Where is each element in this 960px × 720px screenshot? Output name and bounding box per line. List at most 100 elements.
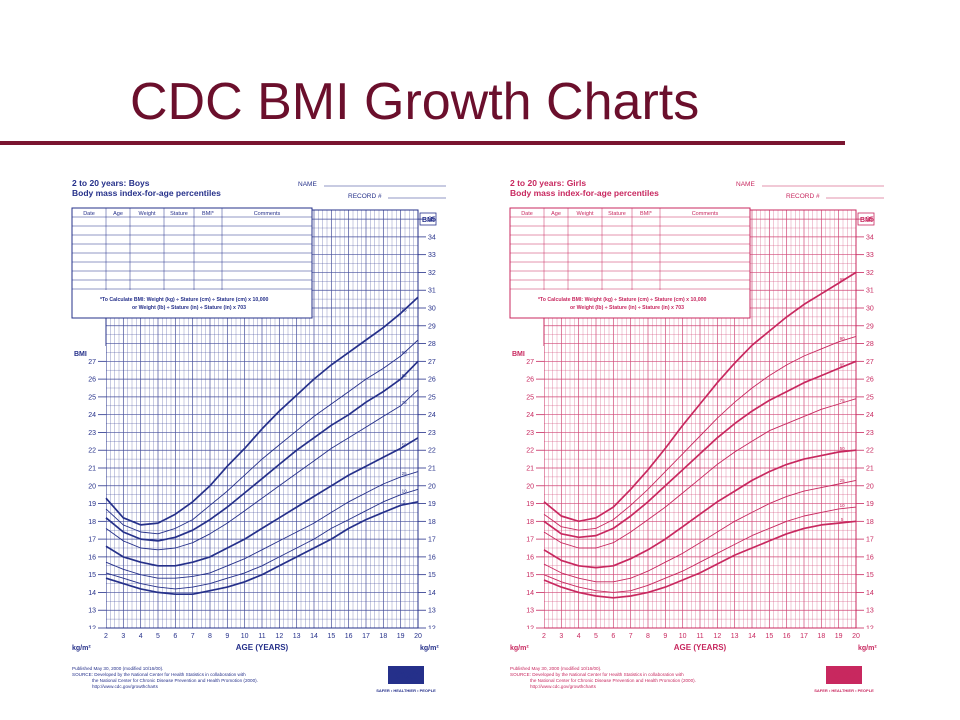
y-tick-left: 20 bbox=[88, 483, 96, 490]
y-tick-right: 13 bbox=[866, 608, 874, 615]
y-tick-left: 22 bbox=[88, 448, 96, 455]
x-tick: 10 bbox=[241, 633, 249, 640]
y-tick-right: 22 bbox=[866, 448, 874, 455]
unit-label-left: kg/m² bbox=[510, 645, 529, 652]
x-tick: 17 bbox=[362, 633, 370, 640]
x-tick: 16 bbox=[783, 633, 791, 640]
y-tick-left: 17 bbox=[526, 537, 534, 544]
x-tick: 7 bbox=[191, 633, 195, 640]
percentile-curve bbox=[105, 500, 419, 596]
x-tick: 7 bbox=[629, 633, 633, 640]
x-tick: 2 bbox=[542, 633, 546, 640]
y-tick-left: 18 bbox=[88, 519, 96, 526]
cdc-logo-box bbox=[826, 666, 862, 684]
y-tick-right: 23 bbox=[428, 430, 436, 437]
y-tick-left: 17 bbox=[88, 537, 96, 544]
y-tick-right: 16 bbox=[866, 554, 874, 561]
percentile-curve bbox=[105, 296, 419, 526]
percentile-curve bbox=[543, 335, 857, 531]
percentile-label: 85 bbox=[402, 373, 408, 378]
percentile-curve bbox=[105, 488, 419, 590]
y-tick-right: 30 bbox=[428, 306, 436, 313]
table-header: Comments bbox=[692, 211, 719, 217]
chart-subtitle: Body mass index-for-age percentiles bbox=[510, 188, 659, 198]
percentile-curve bbox=[105, 339, 419, 535]
y-tick-right: 15 bbox=[866, 572, 874, 579]
x-tick: 10 bbox=[679, 633, 687, 640]
y-tick-right: 15 bbox=[428, 572, 436, 579]
percentile-curves: 95 90 85 75 50 25 10 5 bbox=[543, 271, 857, 599]
percentile-curve bbox=[543, 506, 857, 593]
y-tick-right: 26 bbox=[866, 377, 874, 384]
record-table bbox=[509, 207, 751, 319]
y-tick-left: 13 bbox=[526, 608, 534, 615]
x-tick: 4 bbox=[577, 633, 581, 640]
footer-source: SOURCE: Developed by the National Center… bbox=[72, 672, 246, 677]
bmi-formula-alt: or Weight (lb) ÷ Stature (in) ÷ Stature … bbox=[570, 305, 684, 311]
cdc-logo: CDC SAFER • HEALTHIER • PEOPLE bbox=[814, 666, 874, 693]
x-tick: 13 bbox=[731, 633, 739, 640]
x-tick: 9 bbox=[663, 633, 667, 640]
y-tick-left: 25 bbox=[88, 394, 96, 401]
x-tick: 3 bbox=[559, 633, 563, 640]
percentile-label: 50 bbox=[840, 446, 846, 451]
y-tick-left: 18 bbox=[526, 519, 534, 526]
y-tick-right: 33 bbox=[428, 252, 436, 259]
y-tick-right: 35 bbox=[866, 217, 874, 224]
y-tick-right: 25 bbox=[428, 394, 436, 401]
unit-label-left: kg/m² bbox=[72, 645, 91, 652]
boys-bmi-chart: 2 to 20 years: Boys Body mass index-for-a… bbox=[62, 168, 462, 700]
y-tick-right: 30 bbox=[866, 306, 874, 313]
y-tick-right: 34 bbox=[428, 234, 436, 241]
x-tick: 6 bbox=[173, 633, 177, 640]
unit-label-right: kg/m² bbox=[858, 645, 877, 652]
x-tick: 13 bbox=[293, 633, 301, 640]
y-tick-left: 22 bbox=[526, 448, 534, 455]
y-tick-left: 19 bbox=[526, 501, 534, 508]
y-tick-right: 24 bbox=[428, 412, 436, 419]
cdc-logo-text: CDC bbox=[394, 670, 419, 682]
chart-title: 2 to 20 years: Girls bbox=[510, 178, 586, 188]
percentile-label: 90 bbox=[402, 350, 408, 355]
y-tick-right: 20 bbox=[866, 483, 874, 490]
percentile-label: 5 bbox=[841, 517, 844, 522]
cdc-logo-box bbox=[388, 666, 424, 684]
percentile-curve bbox=[543, 449, 857, 569]
footer-source: SOURCE: Developed by the National Center… bbox=[510, 672, 684, 677]
percentile-curve bbox=[105, 389, 419, 551]
y-tick-left: 26 bbox=[526, 377, 534, 384]
footer-published: Published May 30, 2000 (modified 10/16/0… bbox=[72, 666, 163, 671]
percentile-curve bbox=[105, 360, 419, 542]
y-tick-right: 28 bbox=[866, 341, 874, 348]
x-tick: 16 bbox=[345, 633, 353, 640]
x-axis-label: AGE (YEARS) bbox=[674, 643, 727, 652]
percentile-label: 95 bbox=[402, 307, 408, 312]
x-tick: 18 bbox=[379, 633, 387, 640]
table-header: Date bbox=[83, 211, 95, 217]
y-tick-left: 14 bbox=[88, 590, 96, 597]
y-tick-right: 19 bbox=[866, 501, 874, 508]
y-tick-left: 27 bbox=[88, 359, 96, 366]
y-tick-right: 23 bbox=[866, 430, 874, 437]
y-tick-left: 15 bbox=[88, 572, 96, 579]
percentile-curve bbox=[543, 398, 857, 549]
right-axis-panel bbox=[419, 210, 459, 648]
x-tick: 2 bbox=[104, 633, 108, 640]
x-tick: 15 bbox=[327, 633, 335, 640]
y-tick-right: 13 bbox=[428, 608, 436, 615]
y-tick-left: 15 bbox=[526, 572, 534, 579]
y-tick-left: 20 bbox=[526, 483, 534, 490]
percentile-label: 25 bbox=[840, 478, 846, 483]
x-axis-label: AGE (YEARS) bbox=[236, 643, 289, 652]
y-tick-right: 31 bbox=[866, 288, 874, 295]
y-tick-right: 34 bbox=[866, 234, 874, 241]
unit-strip bbox=[70, 638, 458, 652]
percentile-label: 5 bbox=[403, 499, 406, 504]
y-tick-left: 19 bbox=[88, 501, 96, 508]
x-tick: 14 bbox=[748, 633, 756, 640]
cdc-logo-tagline: SAFER • HEALTHIER • PEOPLE bbox=[814, 688, 874, 693]
y-tick-left: 23 bbox=[526, 430, 534, 437]
title-underline bbox=[0, 141, 845, 145]
y-tick-right: 20 bbox=[428, 483, 436, 490]
